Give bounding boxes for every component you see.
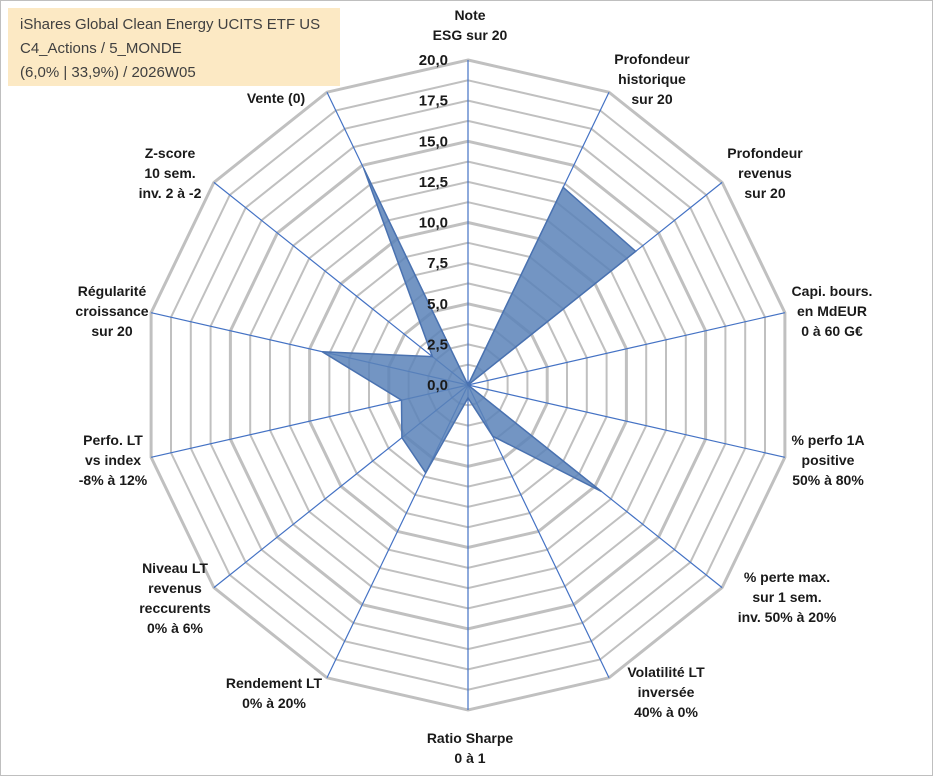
axis-label: Ratio Sharpe 0 à 1 <box>427 730 514 766</box>
axis-label: Perfo. LT vs index -8% à 12% <box>79 432 148 488</box>
axis-label: Régularité croissance sur 20 <box>75 283 148 339</box>
series-area <box>321 167 637 493</box>
fund-category: C4_Actions / 5_MONDE <box>20 40 182 57</box>
tick-label: 12,5 <box>419 174 448 191</box>
axis-spoke <box>213 181 469 386</box>
tick-label: 5,0 <box>427 296 448 313</box>
info-box: iShares Global Clean Energy UCITS ETF US… <box>8 8 340 86</box>
tick-label: 10,0 <box>419 215 448 232</box>
axis-label: % perte max. sur 1 sem. inv. 50% à 20% <box>738 569 837 625</box>
tick-label: 2,5 <box>427 336 448 353</box>
tick-label: 7,5 <box>427 255 448 272</box>
tick-label: 15,0 <box>419 133 448 150</box>
axis-label: Profondeur historique sur 20 <box>614 51 690 107</box>
radial-axis-ticks: 0,0 2,5 5,0 7,5 10,0 12,5 15,0 17,5 20,0 <box>419 52 448 394</box>
axis-label: Capi. bours. en MdEUR 0 à 60 G€ <box>792 283 873 339</box>
tick-label: 17,5 <box>419 93 448 110</box>
tick-label: 0,0 <box>427 377 448 394</box>
axis-label: Volatilité LT inversée 40% à 0% <box>627 664 705 720</box>
axis-spoke <box>467 384 786 458</box>
axis-label: Note ESG sur 20 <box>433 7 508 43</box>
axis-spoke <box>467 312 786 386</box>
axis-label: Rendement LT 0% à 20% <box>226 675 323 711</box>
tick-label: 20,0 <box>419 52 448 69</box>
fund-stats-week: (6,0% | 33,9%) / 2026W05 <box>20 64 196 81</box>
axis-label: Profondeur revenus sur 20 <box>727 145 803 201</box>
axis-label: Z-score 10 sem. inv. 2 à -2 <box>139 145 202 201</box>
radar-series <box>321 167 637 493</box>
axis-label: % perfo 1A positive 50% à 80% <box>791 432 864 488</box>
fund-name: iShares Global Clean Energy UCITS ETF US <box>20 16 321 33</box>
axis-label: Niveau LT revenus reccurents 0% à 6% <box>139 560 211 636</box>
